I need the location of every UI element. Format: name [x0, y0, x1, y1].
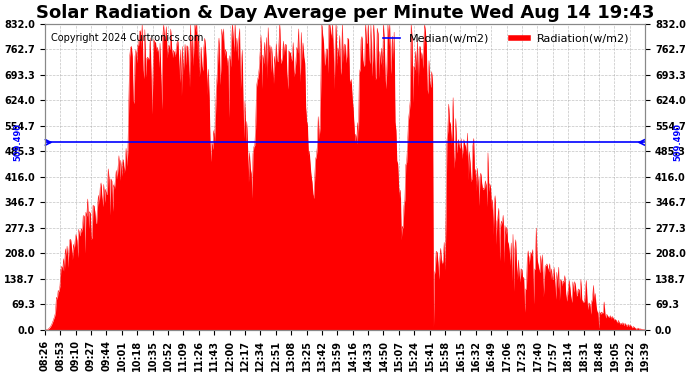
- Text: 509.490: 509.490: [13, 123, 22, 161]
- Legend: Median(w/m2), Radiation(w/m2): Median(w/m2), Radiation(w/m2): [379, 29, 633, 48]
- Text: Copyright 2024 Curtronics.com: Copyright 2024 Curtronics.com: [51, 33, 203, 43]
- Title: Solar Radiation & Day Average per Minute Wed Aug 14 19:43: Solar Radiation & Day Average per Minute…: [36, 4, 654, 22]
- Text: 509.490: 509.490: [673, 123, 683, 161]
